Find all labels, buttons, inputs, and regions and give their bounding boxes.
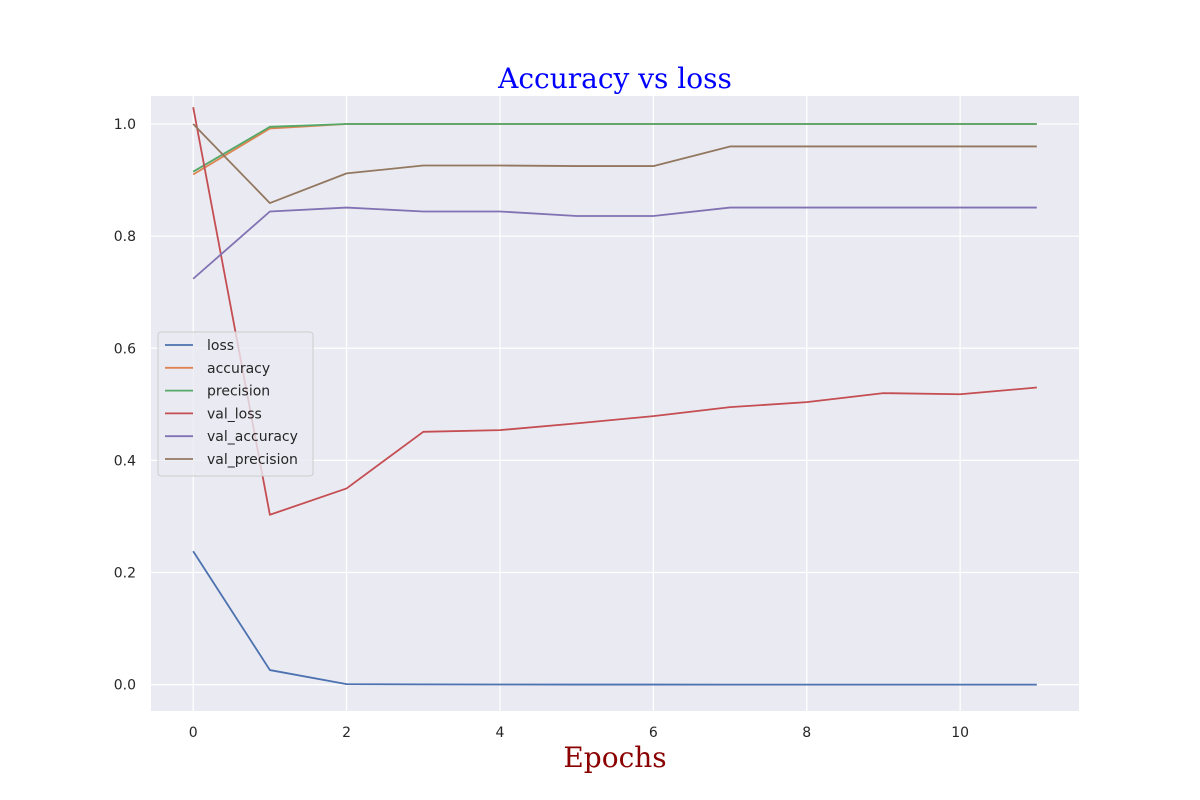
legend-label: val_loss <box>207 406 262 422</box>
series-line-precision <box>192 123 1037 173</box>
y-tick-label: 0.6 <box>114 341 136 357</box>
x-tick-label: 4 <box>495 725 504 741</box>
y-tick-label: 0.4 <box>114 453 136 469</box>
x-tick-label: 0 <box>189 725 198 741</box>
legend-label: loss <box>207 338 234 354</box>
legend-label: val_precision <box>207 452 298 468</box>
x-tick-label: 10 <box>951 725 969 741</box>
y-tick-label: 0.8 <box>114 229 136 245</box>
series-lines <box>192 107 1037 686</box>
chart-title: Accuracy vs loss <box>497 62 732 95</box>
y-tick-label: 0.2 <box>114 566 136 582</box>
series-line-val-loss <box>192 107 1037 516</box>
legend-label: val_accuracy <box>207 429 298 445</box>
x-tick-label: 8 <box>802 725 811 741</box>
y-tick-label: 1.0 <box>114 117 136 133</box>
tick-labels: 0 2 4 6 8 10 0.0 0.2 0.4 0.6 0.8 1.0 <box>114 117 969 741</box>
series-line-val-precision <box>192 123 1037 204</box>
y-tick-label: 0.0 <box>114 678 136 694</box>
series-line-val-accuracy <box>192 206 1037 280</box>
legend: loss accuracy precision val_loss val_accurac… <box>157 331 314 477</box>
x-tick-label: 2 <box>342 725 351 741</box>
legend-label: accuracy <box>207 361 270 377</box>
legend-frame <box>157 331 314 477</box>
x-axis-label: Epochs <box>563 741 666 774</box>
series-line-loss <box>192 550 1037 686</box>
x-tick-label: 6 <box>649 725 658 741</box>
legend-label: precision <box>207 384 270 400</box>
